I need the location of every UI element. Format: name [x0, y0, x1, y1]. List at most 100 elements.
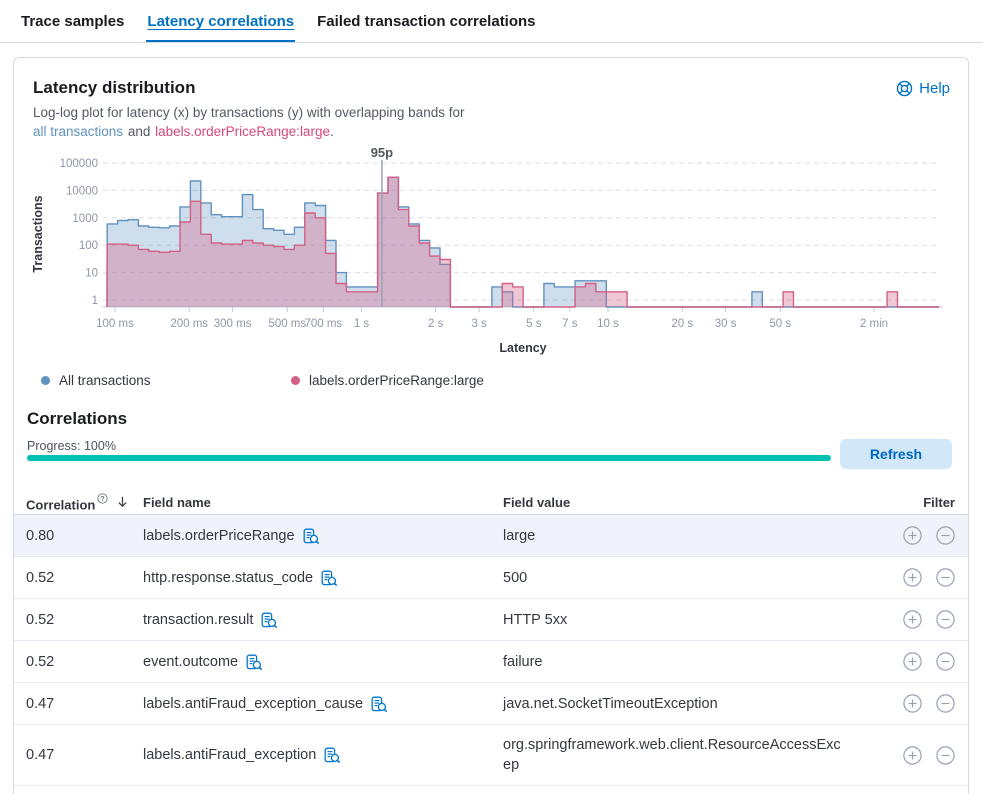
- legend-dot-blue: [41, 376, 50, 385]
- svg-text:10000: 10000: [66, 185, 98, 197]
- filter-actions: [903, 652, 955, 671]
- svg-text:1: 1: [92, 295, 98, 307]
- svg-text:10 s: 10 s: [597, 318, 619, 330]
- filter-include-button[interactable]: [903, 746, 922, 765]
- latency-distribution-panel: Latency distribution Help Log-log plot f…: [13, 57, 969, 794]
- filter-exclude-button[interactable]: [936, 694, 955, 713]
- sort-desc-icon[interactable]: [116, 495, 129, 509]
- correlation-header-label: Correlation: [26, 497, 95, 512]
- filter-include-button[interactable]: [903, 568, 922, 587]
- filter-include-button[interactable]: [903, 694, 922, 713]
- table-row: 0.47labels.antiFraud_exception_causejava…: [14, 683, 968, 725]
- tab-failed-transaction-correlations[interactable]: Failed transaction correlations: [316, 0, 536, 42]
- legend-item-all-transactions[interactable]: All transactions: [41, 373, 291, 388]
- svg-text:1000: 1000: [72, 213, 98, 225]
- field-name: labels.orderPriceRange: [143, 528, 295, 544]
- legend-dot-pink: [291, 376, 300, 385]
- table-row: 0.52transaction.resultHTTP 5xx: [14, 599, 968, 641]
- field-name: transaction.result: [143, 612, 253, 628]
- question-in-circle-icon[interactable]: ?: [97, 493, 108, 504]
- subtitle-line2: all transactions and labels.orderPriceRa…: [33, 123, 633, 142]
- svg-text:Latency: Latency: [499, 341, 546, 355]
- svg-text:300 ms: 300 ms: [214, 318, 252, 330]
- filter-actions: [903, 746, 955, 765]
- field-name: labels.antiFraud_exception: [143, 747, 316, 763]
- svg-text:30 s: 30 s: [715, 318, 737, 330]
- svg-text:3 s: 3 s: [471, 318, 487, 330]
- filter-include-button[interactable]: [903, 652, 922, 671]
- chart-legend: All transactions labels.orderPriceRange:…: [41, 373, 484, 388]
- latency-distribution-chart[interactable]: 110100100010000100000100 ms200 ms300 ms5…: [28, 146, 953, 360]
- field-name-cell: labels.orderPriceRange: [143, 528, 503, 544]
- inspect-icon[interactable]: [321, 570, 337, 586]
- field-value: 500: [503, 568, 848, 588]
- legend-item-order-price-range[interactable]: labels.orderPriceRange:large: [291, 373, 484, 388]
- svg-text:5 s: 5 s: [526, 318, 542, 330]
- correlations-table-header: Correlation? Field name Field value Filt…: [14, 491, 968, 515]
- correlation-value: 0.52: [26, 654, 143, 670]
- chart-subtitle: Log-log plot for latency (x) by transact…: [33, 104, 633, 141]
- field-name-cell: transaction.result: [143, 612, 503, 628]
- filter-actions: [903, 694, 955, 713]
- refresh-button[interactable]: Refresh: [840, 439, 952, 469]
- inspect-icon[interactable]: [261, 612, 277, 628]
- inspect-icon[interactable]: [303, 528, 319, 544]
- svg-text:?: ?: [101, 496, 105, 503]
- inspect-icon[interactable]: [371, 696, 387, 712]
- table-row: 0.52http.response.status_code 500: [14, 557, 968, 599]
- order-price-range-link[interactable]: labels.orderPriceRange:large: [155, 124, 330, 139]
- all-transactions-link[interactable]: all transactions: [33, 124, 123, 139]
- svg-text:1 s: 1 s: [354, 318, 370, 330]
- field-name: http.response.status_code: [143, 570, 313, 586]
- svg-text:700 ms: 700 ms: [304, 318, 342, 330]
- svg-text:50 s: 50 s: [769, 318, 791, 330]
- field-name: event.outcome: [143, 654, 238, 670]
- inspect-icon[interactable]: [246, 654, 262, 670]
- filter-actions: [903, 568, 955, 587]
- tab-latency-correlations[interactable]: Latency correlations: [146, 0, 295, 42]
- filter-exclude-button[interactable]: [936, 652, 955, 671]
- column-header-field-name[interactable]: Field name: [143, 495, 503, 510]
- latency-correlations-screen: Trace samples Latency correlations Faile…: [0, 0, 983, 794]
- field-name-cell: labels.antiFraud_exception: [143, 747, 503, 763]
- table-row: 0.52event.outcome failure: [14, 641, 968, 683]
- filter-exclude-button[interactable]: [936, 746, 955, 765]
- svg-text:20 s: 20 s: [671, 318, 693, 330]
- svg-text:200 ms: 200 ms: [170, 318, 208, 330]
- filter-exclude-button[interactable]: [936, 526, 955, 545]
- svg-text:95p: 95p: [371, 146, 393, 160]
- svg-text:100000: 100000: [60, 158, 98, 170]
- field-name-cell: event.outcome: [143, 654, 503, 670]
- filter-exclude-button[interactable]: [936, 610, 955, 629]
- correlation-value: 0.80: [26, 528, 143, 544]
- filter-actions: [903, 610, 955, 629]
- column-header-filter: Filter: [923, 495, 955, 510]
- field-name-cell: labels.antiFraud_exception_cause: [143, 696, 503, 712]
- help-icon: [896, 80, 913, 97]
- field-value: large: [503, 526, 848, 546]
- help-link[interactable]: Help: [896, 80, 950, 97]
- filter-exclude-button[interactable]: [936, 568, 955, 587]
- filter-actions: [903, 526, 955, 545]
- table-row: 0.80labels.orderPriceRange large: [14, 515, 968, 557]
- correlation-value: 0.47: [26, 696, 143, 712]
- column-header-field-value[interactable]: Field value: [503, 493, 848, 513]
- svg-text:500 ms: 500 ms: [268, 318, 306, 330]
- svg-text:Transactions: Transactions: [31, 195, 45, 272]
- svg-text:100: 100: [79, 240, 98, 252]
- svg-text:7 s: 7 s: [562, 318, 578, 330]
- correlation-value: 0.52: [26, 570, 143, 586]
- tab-trace-samples[interactable]: Trace samples: [20, 0, 125, 42]
- correlation-value: 0.47: [26, 747, 143, 763]
- subtitle-conjunction: and: [128, 124, 151, 139]
- field-value: failure: [503, 652, 848, 672]
- column-header-correlation[interactable]: Correlation?: [26, 493, 143, 512]
- svg-text:100 ms: 100 ms: [96, 318, 134, 330]
- progress-label: Progress: 100%: [27, 439, 116, 453]
- svg-text:2 min: 2 min: [860, 318, 888, 330]
- filter-include-button[interactable]: [903, 610, 922, 629]
- progress-bar: [27, 455, 831, 461]
- filter-include-button[interactable]: [903, 526, 922, 545]
- table-row: 0.47labels.antiFraud_exceptionorg.spring…: [14, 725, 968, 786]
- inspect-icon[interactable]: [324, 747, 340, 763]
